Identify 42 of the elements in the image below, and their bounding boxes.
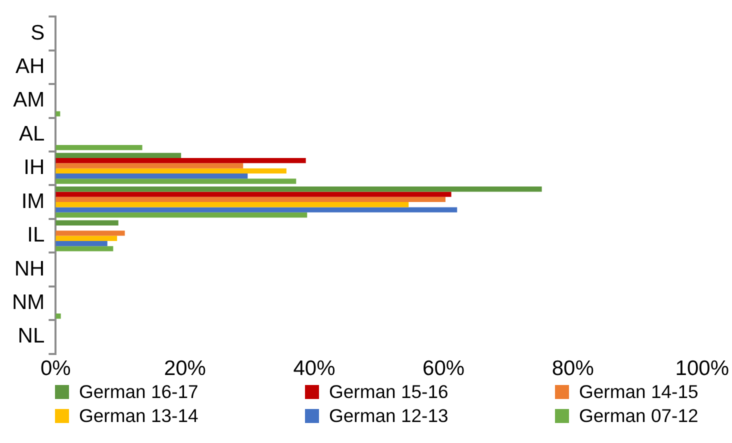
y-tick-label: NL [18,324,45,348]
bar [56,207,458,212]
x-tick-label: 80% [552,357,594,380]
x-tick-label: 100% [675,357,730,380]
legend-label: German 13-14 [79,405,198,427]
bar [56,158,306,164]
x-tick-label: 20% [164,357,206,380]
bar [56,168,286,174]
legend-label: German 15-16 [329,381,448,403]
bar [56,186,542,192]
y-tick-label: NM [12,291,45,314]
bar [56,178,296,184]
y-tick-label: IL [27,224,45,247]
bar [56,163,244,168]
bar [56,220,118,226]
y-tick-label: IH [24,156,45,180]
legend-label: German 12-13 [329,405,448,427]
y-tick-label: AM [13,88,45,112]
y-tick-label: S [30,21,45,44]
bar [56,196,446,202]
legend-label: German 16-17 [79,381,198,403]
y-tick-label: AL [18,122,45,146]
bar [56,246,114,252]
bar [56,236,118,241]
bar [56,202,409,208]
bar [56,152,182,158]
bar [56,144,142,150]
bar [56,240,108,246]
bar [56,230,125,236]
y-tick-label: IM [21,190,45,213]
bar [56,111,60,116]
x-tick-label: 0% [40,357,71,380]
legend-label: German 07-12 [579,405,698,427]
bar [56,192,452,197]
y-tick-label: AH [15,54,45,78]
bar [56,314,61,319]
bar [56,174,248,179]
x-tick-label: 60% [422,357,465,380]
legend-label: German 14-15 [579,381,698,403]
x-tick-label: 40% [293,357,336,380]
y-tick-label: NH [14,257,45,280]
bar [56,212,308,218]
